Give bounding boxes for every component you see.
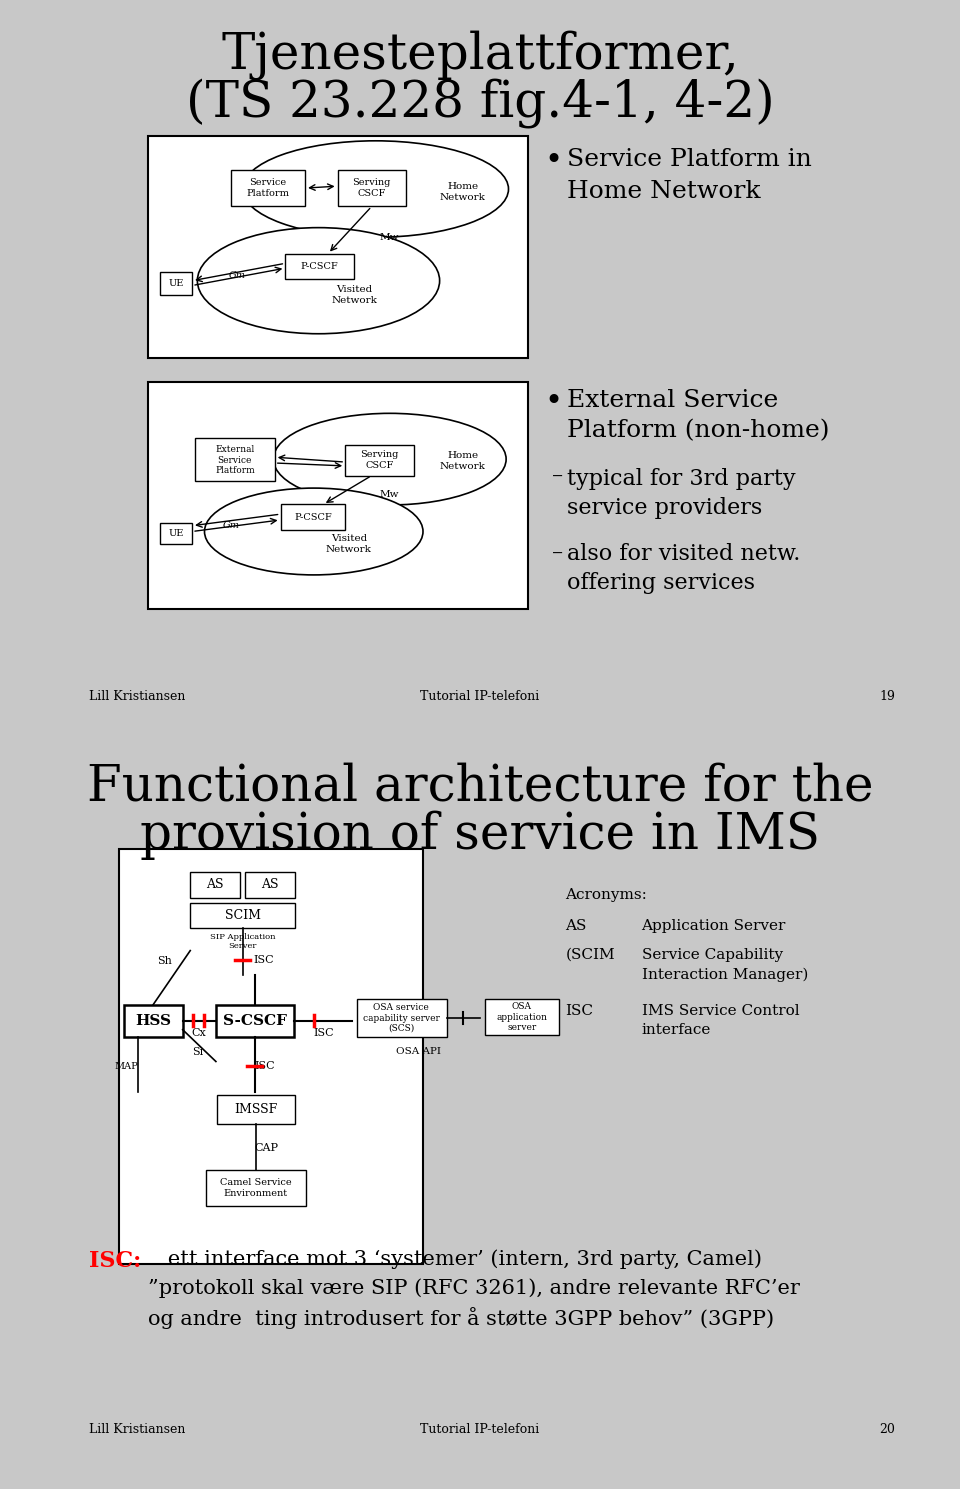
Bar — [119, 849, 423, 1264]
Text: Service Platform in
Home Network: Service Platform in Home Network — [567, 147, 812, 203]
Ellipse shape — [274, 414, 506, 505]
Text: ISC: ISC — [565, 1004, 593, 1017]
Text: Si: Si — [192, 1047, 204, 1057]
Text: (TS 23.228 fig.4-1, 4-2): (TS 23.228 fig.4-1, 4-2) — [185, 77, 775, 128]
Text: Home
Network: Home Network — [440, 451, 486, 471]
Text: Service
Platform: Service Platform — [247, 179, 290, 198]
Text: ISC: ISC — [254, 1062, 275, 1072]
Text: UE: UE — [168, 278, 183, 287]
FancyBboxPatch shape — [190, 904, 295, 929]
Text: Service Capability
Interaction Manager): Service Capability Interaction Manager) — [641, 947, 808, 981]
Text: AS: AS — [261, 879, 278, 892]
FancyBboxPatch shape — [338, 170, 406, 207]
Text: Gm: Gm — [229, 271, 247, 280]
Text: Mw: Mw — [380, 232, 399, 241]
Text: Tutorial IP-telefoni: Tutorial IP-telefoni — [420, 691, 540, 703]
Text: ISC: ISC — [313, 1027, 333, 1038]
Text: Sh: Sh — [157, 956, 172, 966]
FancyBboxPatch shape — [356, 999, 446, 1038]
Text: UE: UE — [168, 529, 183, 538]
FancyBboxPatch shape — [217, 1096, 295, 1124]
Text: Visited
Network: Visited Network — [331, 286, 377, 305]
Text: OSA
application
server: OSA application server — [496, 1002, 547, 1032]
Text: •: • — [544, 387, 563, 418]
Text: IMSSF: IMSSF — [234, 1103, 277, 1117]
Text: CAP: CAP — [254, 1144, 278, 1154]
Text: Functional architecture for the: Functional architecture for the — [86, 762, 874, 812]
Text: Gm: Gm — [223, 521, 240, 530]
Text: (SCIM: (SCIM — [565, 947, 615, 962]
FancyBboxPatch shape — [280, 505, 345, 530]
FancyBboxPatch shape — [124, 1005, 182, 1038]
Text: Lill Kristiansen: Lill Kristiansen — [88, 691, 185, 703]
FancyBboxPatch shape — [195, 438, 275, 481]
Text: 19: 19 — [879, 691, 895, 703]
Text: Serving
CSCF: Serving CSCF — [360, 450, 398, 471]
Ellipse shape — [198, 228, 440, 334]
Text: MAP: MAP — [115, 1062, 138, 1071]
FancyBboxPatch shape — [485, 999, 559, 1035]
Text: –: – — [552, 466, 564, 488]
Text: •: • — [544, 146, 563, 177]
Text: Tutorial IP-telefoni: Tutorial IP-telefoni — [420, 1423, 540, 1435]
Text: P-CSCF: P-CSCF — [300, 262, 338, 271]
Text: Tjenesteplattformer,: Tjenesteplattformer, — [221, 30, 739, 80]
Text: Visited
Network: Visited Network — [326, 535, 372, 554]
FancyBboxPatch shape — [216, 1005, 294, 1038]
Text: 20: 20 — [879, 1423, 895, 1435]
Text: Mw: Mw — [380, 490, 399, 499]
Text: P-CSCF: P-CSCF — [294, 512, 331, 521]
Text: og andre  ting introdusert for å støtte 3GPP behov” (3GPP): og andre ting introdusert for å støtte 3… — [148, 1307, 774, 1330]
Text: provision of service in IMS: provision of service in IMS — [140, 810, 820, 861]
Text: SCIM: SCIM — [225, 910, 260, 922]
FancyBboxPatch shape — [190, 873, 240, 898]
Text: SIP Application
Server: SIP Application Server — [209, 934, 276, 950]
Text: typical for 3rd party
service providers: typical for 3rd party service providers — [567, 468, 796, 518]
Text: AS: AS — [565, 919, 587, 932]
Text: Camel Service
Environment: Camel Service Environment — [220, 1178, 292, 1197]
Text: Acronyms:: Acronyms: — [565, 887, 647, 902]
Text: Lill Kristiansen: Lill Kristiansen — [88, 1423, 185, 1435]
Text: OSA API: OSA API — [396, 1047, 441, 1056]
FancyBboxPatch shape — [160, 272, 192, 295]
Text: HSS: HSS — [135, 1014, 171, 1027]
FancyBboxPatch shape — [246, 873, 295, 898]
FancyBboxPatch shape — [160, 523, 192, 543]
Text: Cx: Cx — [191, 1027, 206, 1038]
Ellipse shape — [204, 488, 423, 575]
Text: S-CSCF: S-CSCF — [223, 1014, 287, 1027]
Bar — [148, 383, 527, 609]
Text: ISC:: ISC: — [88, 1249, 141, 1272]
Text: also for visited netw.
offering services: also for visited netw. offering services — [567, 543, 801, 594]
Text: Application Server: Application Server — [641, 919, 786, 932]
Text: ”protokoll skal være SIP (RFC 3261), andre relevante RFC’er: ”protokoll skal være SIP (RFC 3261), and… — [148, 1279, 800, 1298]
Text: External
Service
Platform: External Service Platform — [215, 445, 254, 475]
Bar — [148, 135, 527, 357]
Text: IMS Service Control
interface: IMS Service Control interface — [641, 1004, 799, 1038]
Text: AS: AS — [206, 879, 224, 892]
Text: OSA service
capability server
(SCS): OSA service capability server (SCS) — [363, 1004, 440, 1033]
Text: ISC: ISC — [253, 956, 274, 965]
FancyBboxPatch shape — [206, 1169, 306, 1206]
Text: External Service
Platform (non-home): External Service Platform (non-home) — [567, 389, 829, 442]
FancyBboxPatch shape — [285, 253, 353, 278]
Text: –: – — [552, 543, 564, 566]
Text: Serving
CSCF: Serving CSCF — [352, 179, 391, 198]
FancyBboxPatch shape — [231, 170, 305, 207]
FancyBboxPatch shape — [345, 445, 414, 475]
Text: Home
Network: Home Network — [440, 182, 486, 201]
Ellipse shape — [243, 141, 509, 237]
Text: ett interface mot 3 ‘systemer’ (intern, 3rd party, Camel): ett interface mot 3 ‘systemer’ (intern, … — [148, 1249, 761, 1269]
